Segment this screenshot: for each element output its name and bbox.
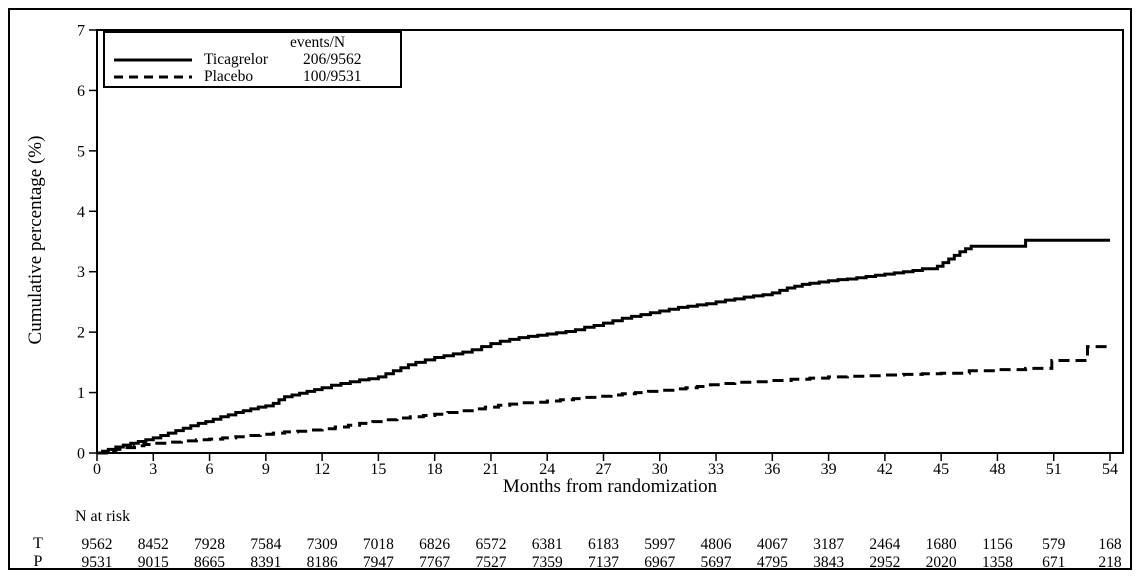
n-at-risk-label: N at risk [75,508,131,525]
svg-text:1: 1 [77,385,85,402]
svg-text:7: 7 [77,23,85,40]
svg-text:7584: 7584 [250,536,281,553]
svg-text:1680: 1680 [926,536,957,553]
svg-text:9531: 9531 [82,554,113,571]
svg-text:671: 671 [1042,554,1065,571]
svg-text:21: 21 [483,461,499,478]
svg-text:7928: 7928 [194,536,225,553]
svg-text:54: 54 [1102,461,1118,478]
svg-text:7018: 7018 [363,536,394,553]
legend-box: events/N Ticagrelor 206/9562 Placebo 100… [103,31,402,88]
svg-text:27: 27 [596,461,612,478]
svg-text:6381: 6381 [532,536,563,553]
plot-frame [96,29,1124,454]
svg-text:8186: 8186 [307,554,338,571]
y-axis-label: Cumulative percentage (%) [25,135,46,345]
at-risk-row-label-p: P [33,553,43,570]
svg-text:6967: 6967 [644,554,675,571]
svg-text:6: 6 [206,461,214,478]
svg-text:8665: 8665 [194,554,225,571]
svg-text:168: 168 [1098,536,1122,553]
svg-text:36: 36 [764,461,780,478]
svg-text:4795: 4795 [757,554,788,571]
svg-text:7947: 7947 [363,554,394,571]
legend-item-ticagrelor: Ticagrelor 206/9562 [105,51,400,68]
svg-text:51: 51 [1046,461,1062,478]
svg-text:579: 579 [1042,536,1066,553]
svg-text:7309: 7309 [307,536,338,553]
svg-text:1358: 1358 [982,554,1013,571]
svg-text:9015: 9015 [138,554,169,571]
svg-text:8452: 8452 [138,536,169,553]
svg-text:6572: 6572 [475,536,506,553]
svg-text:7767: 7767 [419,554,450,571]
svg-text:4: 4 [77,204,85,221]
legend-series-name: Ticagrelor [204,50,268,68]
svg-text:24: 24 [539,461,555,478]
svg-text:3: 3 [77,264,85,281]
svg-text:9562: 9562 [82,536,113,553]
svg-text:12: 12 [314,461,330,478]
at-risk-table: 9562 8452 7928 7584 7309 7018 6826 6572 6381 6183… [82,536,1122,571]
curve-ticagrelor [97,238,1110,455]
svg-text:6: 6 [77,83,85,100]
svg-text:7137: 7137 [588,554,619,571]
svg-text:3187: 3187 [813,536,844,553]
svg-text:9: 9 [262,461,270,478]
legend-events-n: 206/9562 [303,50,362,68]
svg-text:45: 45 [933,461,949,478]
svg-text:1156: 1156 [982,536,1013,553]
svg-text:3: 3 [149,461,157,478]
svg-text:4067: 4067 [757,536,788,553]
legend-events-n: 100/9531 [303,67,362,85]
svg-text:218: 218 [1098,554,1122,571]
svg-text:3843: 3843 [813,554,844,571]
svg-text:18: 18 [427,461,443,478]
legend-item-placebo: Placebo 100/9531 [105,68,400,85]
svg-text:5697: 5697 [701,554,732,571]
svg-text:7527: 7527 [475,554,506,571]
svg-text:6183: 6183 [588,536,619,553]
svg-text:7359: 7359 [532,554,563,571]
x-axis-label: Months from randomization [502,476,718,497]
solid-line-icon [114,58,192,61]
svg-text:5997: 5997 [644,536,675,553]
y-axis-ticks: 0 1 2 3 4 5 6 7 [77,23,97,463]
svg-text:4806: 4806 [701,536,732,553]
svg-text:0: 0 [93,461,101,478]
svg-text:8391: 8391 [250,554,281,571]
svg-text:33: 33 [708,461,724,478]
svg-text:48: 48 [989,461,1005,478]
svg-text:2: 2 [77,325,85,342]
svg-text:2952: 2952 [869,554,900,571]
svg-text:0: 0 [77,446,85,463]
svg-text:2020: 2020 [926,554,957,571]
curve-placebo [97,345,1110,455]
svg-text:5: 5 [77,143,85,160]
svg-text:30: 30 [652,461,668,478]
legend-series-name: Placebo [204,67,254,85]
svg-text:6826: 6826 [419,536,450,553]
x-axis-ticks: 0 3 6 9 12 15 18 21 24 27 30 33 36 39 42 45 48 51 54 [93,453,1118,478]
svg-text:42: 42 [877,461,893,478]
svg-text:15: 15 [370,461,386,478]
at-risk-row-label-t: T [33,535,43,552]
dashed-line-icon [114,75,192,78]
legend-header: events/N [290,34,346,51]
svg-text:2464: 2464 [869,536,900,553]
svg-text:39: 39 [821,461,837,478]
